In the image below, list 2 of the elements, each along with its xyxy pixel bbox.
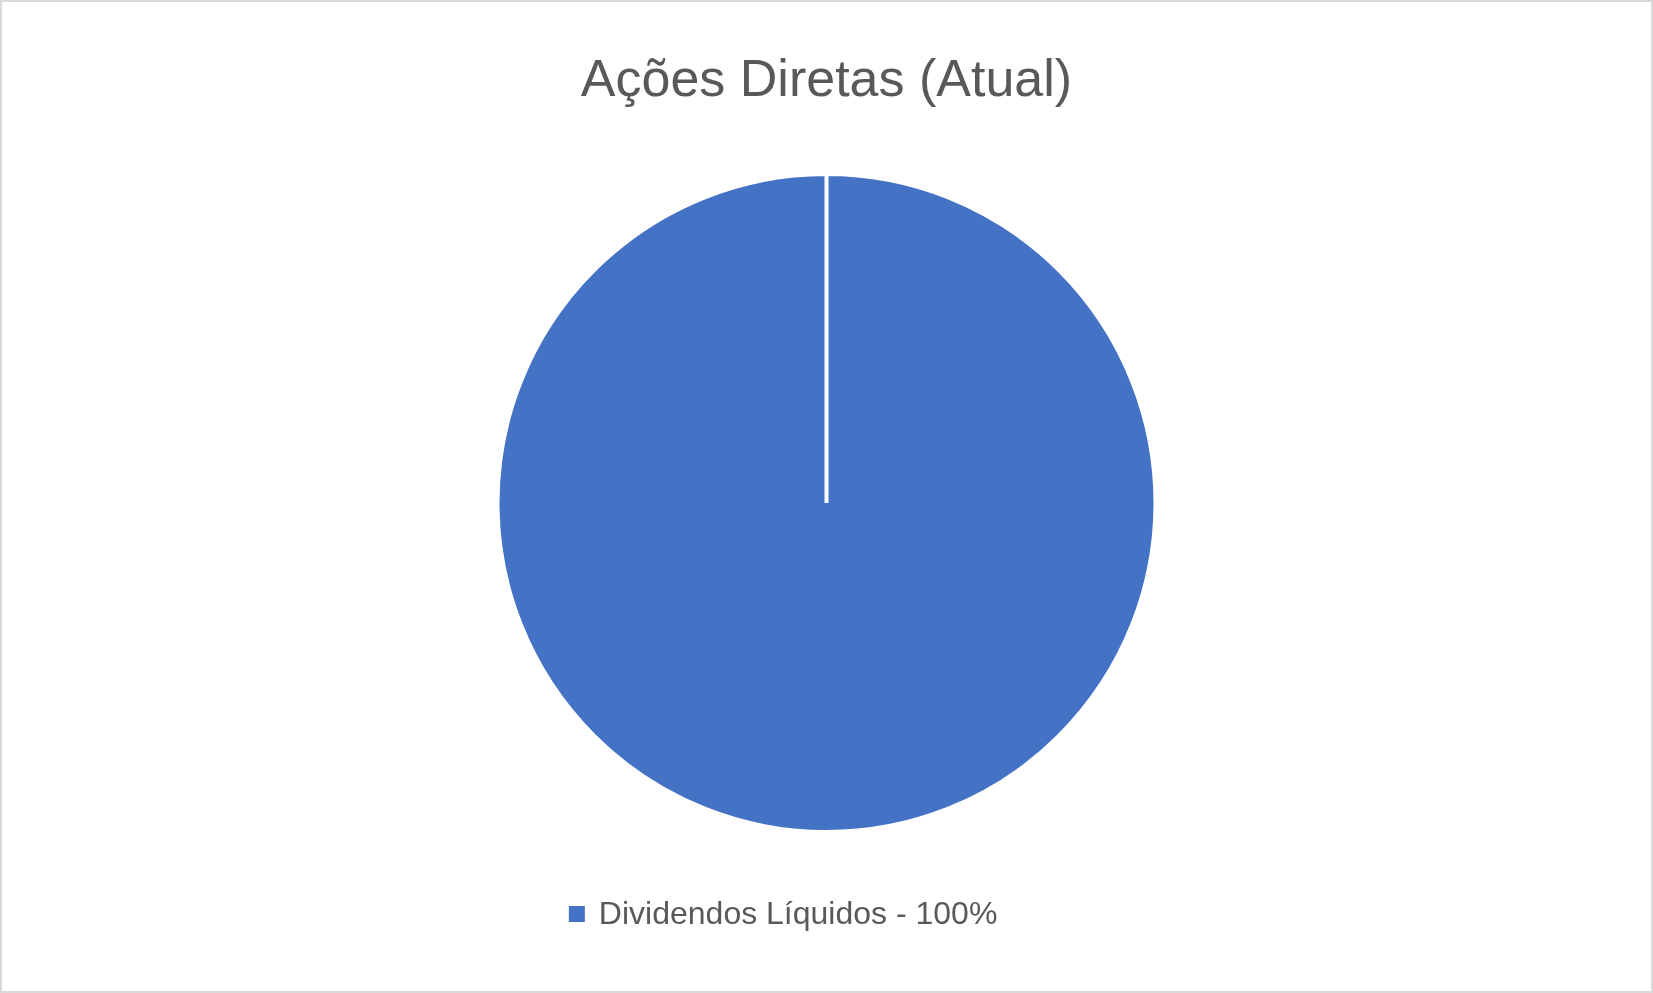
legend-label: Dividendos Líquidos - 100% bbox=[598, 895, 998, 931]
chart-title: Ações Diretas (Atual) bbox=[580, 49, 1073, 107]
